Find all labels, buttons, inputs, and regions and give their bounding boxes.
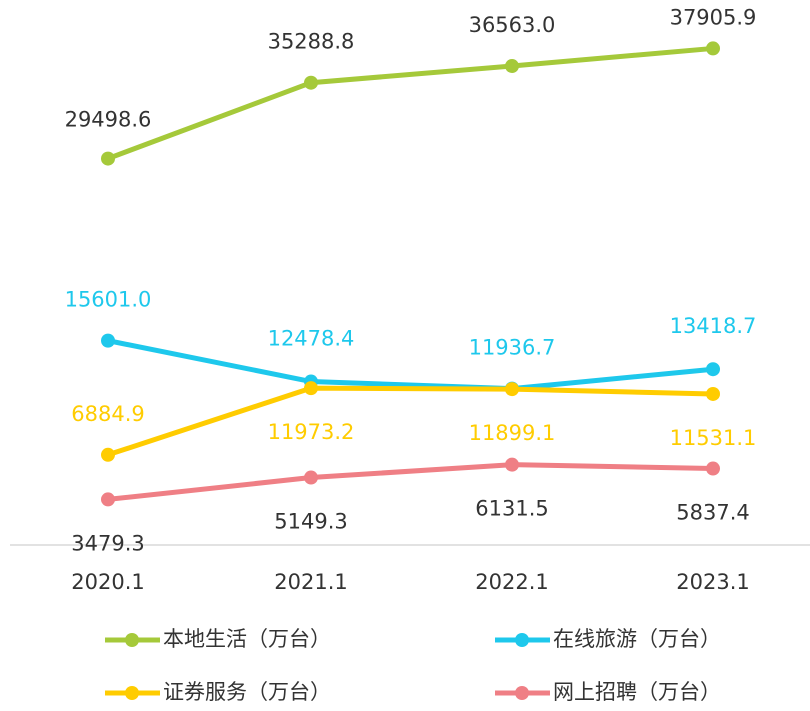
legend-label: 证券服务（万台）	[163, 680, 331, 704]
series-line	[107, 385, 714, 458]
series-line	[107, 45, 714, 161]
data-label: 11899.1	[469, 421, 556, 445]
data-label: 6884.9	[71, 402, 144, 426]
data-label: 13418.7	[670, 314, 757, 338]
series-line	[107, 462, 714, 502]
data-label: 11973.2	[268, 420, 355, 444]
data-label: 5837.4	[676, 501, 749, 525]
point	[101, 333, 115, 348]
point	[505, 59, 519, 74]
legend-swatch-dot	[515, 633, 529, 647]
x-tick-label: 2020.1	[71, 570, 144, 594]
data-label: 15601.0	[65, 288, 152, 312]
data-label: 11936.7	[469, 336, 556, 360]
point	[706, 386, 720, 401]
data-label: 37905.9	[670, 5, 757, 29]
point	[304, 75, 318, 90]
point	[101, 447, 115, 462]
legend-label: 网上招聘（万台）	[553, 680, 721, 704]
point	[706, 362, 720, 377]
point	[101, 492, 115, 507]
point	[505, 382, 519, 397]
x-tick-label: 2023.1	[676, 570, 749, 594]
data-label: 35288.8	[268, 30, 355, 54]
data-label: 6131.5	[475, 497, 548, 521]
point	[101, 151, 115, 166]
data-label: 29498.6	[65, 108, 152, 132]
point	[706, 461, 720, 476]
x-tick-label: 2021.1	[274, 570, 347, 594]
data-label: 36563.0	[469, 13, 556, 37]
legend-swatch-dot	[125, 686, 139, 700]
data-label: 5149.3	[274, 510, 347, 534]
legend-swatch-dot	[125, 633, 139, 647]
point	[304, 381, 318, 396]
point	[706, 41, 720, 56]
data-label: 12478.4	[268, 327, 355, 351]
x-tick-label: 2022.1	[475, 570, 548, 594]
data-label: 3479.3	[71, 531, 144, 555]
point	[505, 457, 519, 472]
series-line	[107, 338, 714, 392]
legend-swatch-dot	[515, 686, 529, 700]
point	[304, 470, 318, 485]
legend-label: 在线旅游（万台）	[553, 627, 721, 651]
data-label: 11531.1	[670, 426, 757, 450]
legend-label: 本地生活（万台）	[163, 627, 331, 651]
